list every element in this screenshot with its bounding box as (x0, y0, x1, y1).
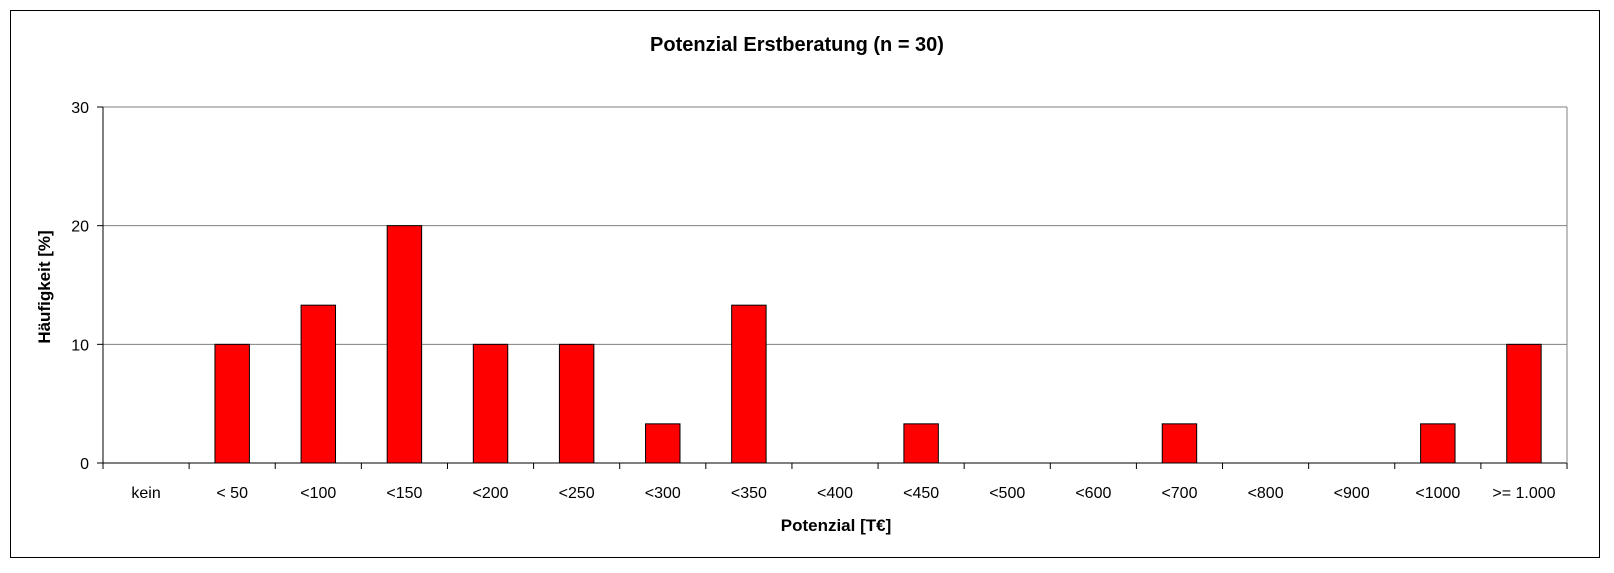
x-tick-label: <100 (300, 485, 336, 502)
bar (558, 343, 595, 464)
bar (1506, 343, 1542, 464)
x-tick-label: <350 (731, 485, 767, 502)
y-tick-labels: 0 10 20 30 (71, 100, 89, 473)
y-axis-label: Häufigkeit [%] (35, 230, 54, 343)
x-tick-label: kein (131, 485, 160, 502)
x-tick-label: <300 (645, 485, 681, 502)
bar (300, 304, 337, 464)
x-tick-labels: kein < 50 <100 <150 <200 <250 <300 <350 <400 <450… (131, 485, 1555, 502)
axes (97, 106, 1568, 469)
y-tick-label: 20 (71, 219, 89, 236)
x-tick-label: <400 (817, 485, 853, 502)
x-tick-label: <500 (989, 485, 1025, 502)
x-tick-label: <250 (559, 485, 595, 502)
gridlines (103, 106, 1567, 345)
x-axis-label: Potenzial [T€] (781, 516, 892, 535)
x-tick-label: <600 (1075, 485, 1111, 502)
bar (1161, 423, 1198, 464)
bars (214, 225, 1542, 464)
y-tick-label: 0 (80, 456, 89, 473)
bar (903, 423, 939, 464)
bar (214, 343, 250, 464)
y-tick-label: 10 (71, 337, 89, 354)
bar (1420, 423, 1456, 464)
x-tick-label: <900 (1334, 485, 1370, 502)
x-tick-label: <200 (473, 485, 509, 502)
x-tick-label: <150 (386, 485, 422, 502)
x-tick-label: >= 1.000 (1492, 485, 1555, 502)
bar (386, 225, 423, 464)
y-tick-label: 30 (71, 100, 89, 117)
x-tick-label: <1000 (1415, 485, 1460, 502)
bar (472, 343, 509, 464)
bar (645, 423, 681, 464)
bar (731, 304, 767, 464)
x-tick-label: <450 (903, 485, 939, 502)
chart-title: Potenzial Erstberatung (n = 30) (650, 34, 944, 56)
x-tick-label: < 50 (216, 485, 248, 502)
x-tick-label: <800 (1248, 485, 1284, 502)
x-tick-label: <700 (1161, 485, 1197, 502)
